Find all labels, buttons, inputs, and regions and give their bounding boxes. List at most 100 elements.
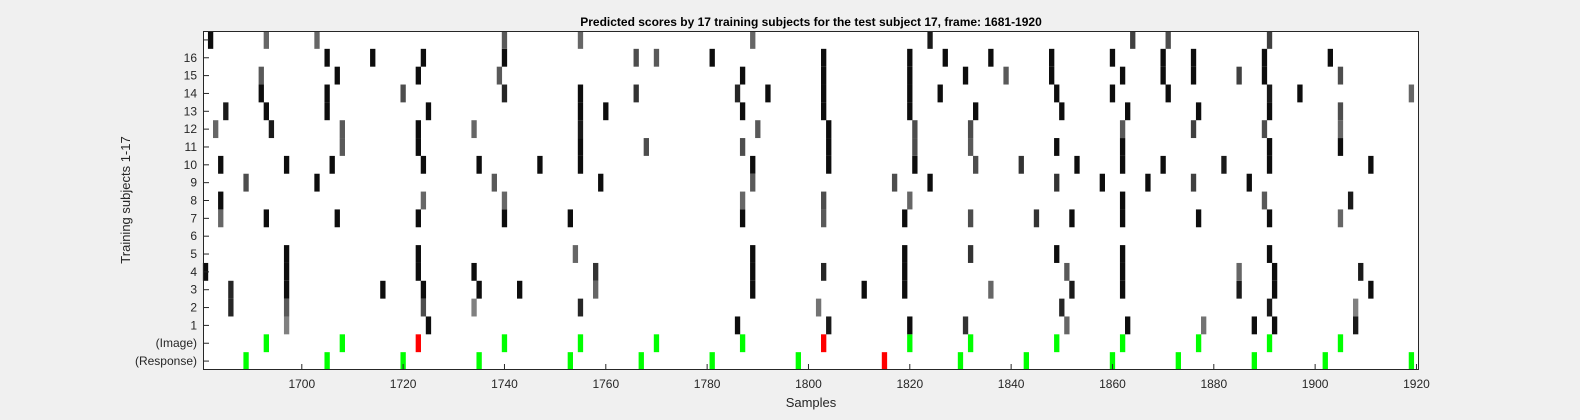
score-cell-subject-9 [1145,173,1151,192]
score-cell-subject-3 [1368,280,1374,299]
x-tick-label: 1700 [288,377,315,391]
score-cell-subject-11 [1119,138,1126,156]
score-cell-subject-5 [283,245,290,263]
score-cell-subject-12 [1190,120,1197,139]
score-cell-subject-1 [1271,316,1278,335]
score-cell-subject-15 [1236,66,1242,85]
score-cell-subject-4 [902,262,908,281]
score-cell-subject-13 [324,102,330,121]
score-cell-subject-10 [476,155,482,174]
score-cell-subject-7 [1266,209,1273,228]
score-cell-subject-11 [643,138,649,156]
score-cell-subject-8 [1347,191,1354,210]
score-cell-subject-12 [1119,120,1126,139]
score-cell-subject-11 [577,138,584,156]
score-cell-subject-2 [283,298,290,317]
score-cell-subject-7 [821,209,827,228]
score-cell-subject-8 [1119,191,1126,210]
score-cell-subject-5 [415,245,421,263]
response-event-cell [1175,352,1181,370]
score-cell-subject-11 [826,138,832,156]
y-tick-label: (Response) [135,354,197,368]
score-cell-subject-3 [228,280,234,299]
score-cell-subject-1 [734,316,741,335]
score-cell-subject-9 [1246,173,1252,192]
score-cell-subject-11 [1054,138,1060,156]
score-cells [202,31,1415,370]
score-cell-subject-10 [750,155,756,174]
score-cell-subject-3 [283,280,290,299]
x-tick-label: 1880 [1200,377,1227,391]
y-tick-label: 16 [184,51,198,65]
score-cell-subject-7 [1069,209,1075,228]
score-cell-subject-10 [420,155,427,174]
x-tick-label: 1920 [1403,377,1430,391]
image-event-cell [577,334,584,353]
score-cell-subject-1 [1125,316,1131,335]
score-cell-subject-8 [501,191,508,210]
response-event-cell [1251,352,1257,370]
score-cell-subject-7 [902,209,908,228]
score-cell-subject-9 [491,173,497,192]
score-cell-subject-3 [1069,280,1075,299]
score-cell-subject-17 [501,31,508,49]
score-cell-subject-2 [1266,298,1273,317]
score-cell-subject-14 [907,84,913,103]
score-cell-subject-14 [1054,84,1060,103]
score-cell-subject-10 [1368,155,1374,174]
score-cell-subject-3 [1236,280,1242,299]
y-tick-label: 6 [190,229,197,243]
response-event-cell [324,352,330,370]
score-cell-subject-10 [283,155,290,174]
image-event-cell [653,334,660,353]
score-cell-subject-7 [739,209,746,228]
response-event-cell [243,352,249,370]
response-event-cell [476,352,482,370]
score-cell-subject-15 [907,66,913,85]
x-tick-label: 1740 [491,377,518,391]
score-cell-subject-2 [420,298,427,317]
score-cell-subject-4 [750,262,756,281]
score-cell-subject-4 [821,262,827,281]
score-cell-subject-5 [967,245,974,263]
score-cell-subject-13 [263,102,269,121]
score-cell-subject-11 [967,138,974,156]
score-cell-subject-13 [1125,102,1131,121]
image-event-cell [1337,334,1344,353]
x-tick-label: 1760 [592,377,619,391]
score-cell-subject-16 [633,48,639,67]
score-cell-subject-16 [942,48,948,67]
score-cell-subject-17 [1266,31,1273,49]
score-cell-subject-1 [425,316,432,335]
score-cell-subject-1 [283,316,290,335]
score-cell-subject-4 [471,262,477,281]
score-cell-subject-4 [415,262,421,281]
score-cell-subject-7 [334,209,340,228]
image-event-cell [821,334,827,353]
score-cell-subject-4 [593,262,599,281]
score-cell-subject-7 [567,209,573,228]
image-event-cell [263,334,269,353]
score-cell-subject-13 [821,102,827,121]
score-cell-subject-13 [1266,102,1273,121]
y-tick-label: 9 [190,176,197,190]
score-cell-subject-16 [653,48,660,67]
score-cell-subject-15 [334,66,340,85]
score-cell-subject-13 [425,102,432,121]
score-cell-subject-3 [420,280,427,299]
score-cell-subject-14 [400,84,406,103]
score-cell-subject-13 [1059,102,1065,121]
response-event-cell [881,352,888,370]
score-cell-subject-12 [471,120,477,139]
response-event-cell [567,352,573,370]
score-cell-subject-10 [577,155,584,174]
score-cell-subject-10 [912,155,918,174]
x-tick-label: 1800 [795,377,822,391]
score-cell-subject-12 [1261,120,1268,139]
y-tick-label: (Image) [156,336,197,350]
y-tick-label: 11 [185,140,198,154]
score-cell-subject-10 [1119,155,1126,174]
response-event-cell [957,352,964,370]
score-cell-subject-3 [1271,280,1278,299]
